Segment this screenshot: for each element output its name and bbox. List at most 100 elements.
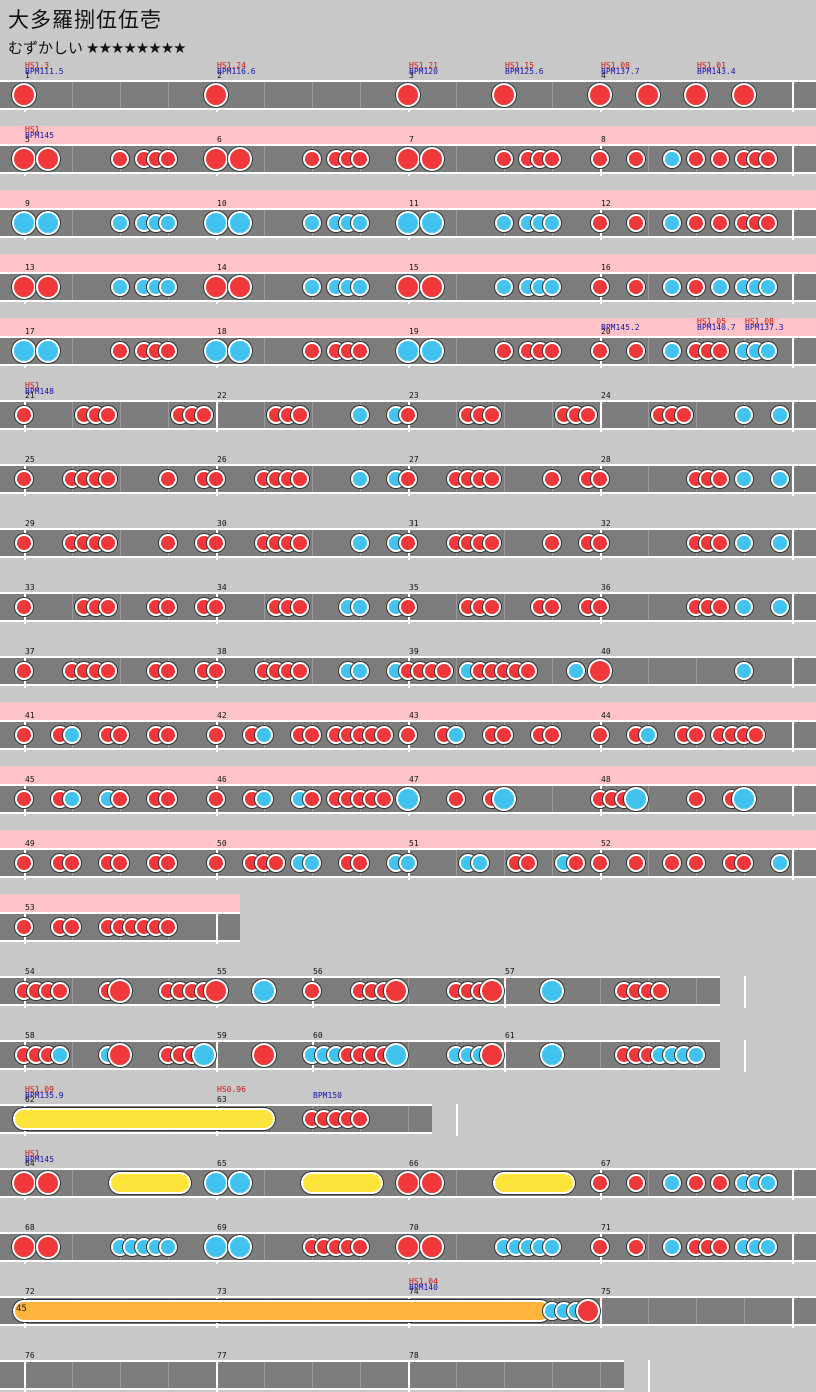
don-note: [591, 534, 609, 552]
ka-note: [159, 214, 177, 232]
measure-number: 9: [25, 199, 30, 208]
ka-note: [543, 278, 561, 296]
bar-line: [600, 1296, 602, 1328]
beat-line: [456, 210, 457, 236]
bar-line: [456, 1104, 458, 1136]
don-note: [399, 470, 417, 488]
don-note: [228, 275, 252, 299]
measure-number: 72: [25, 1287, 35, 1296]
ka-note: [303, 214, 321, 232]
bar-line: [216, 400, 218, 432]
ka-note: [447, 726, 465, 744]
don-note: [627, 854, 645, 872]
don-note: [576, 1299, 600, 1323]
don-note: [420, 275, 444, 299]
don-note: [396, 275, 420, 299]
don-note: [711, 470, 729, 488]
don-note: [291, 662, 309, 680]
don-note: [627, 1174, 645, 1192]
balloon-count: 45: [16, 1304, 27, 1314]
don-note: [591, 342, 609, 360]
don-note: [303, 982, 321, 1000]
beat-line: [696, 658, 697, 684]
ka-note: [735, 534, 753, 552]
ka-note: [63, 790, 81, 808]
don-note: [159, 790, 177, 808]
beat-line: [72, 338, 73, 364]
measure-number: 70: [409, 1223, 419, 1232]
drumroll-note: [493, 1172, 575, 1194]
ka-note: [351, 470, 369, 488]
ka-note: [540, 1043, 564, 1067]
don-note: [711, 342, 729, 360]
gogo-band: [0, 830, 816, 848]
measure-number: 61: [505, 1031, 515, 1040]
don-note: [627, 150, 645, 168]
bar-line: [792, 1232, 794, 1264]
beat-line: [72, 978, 73, 1004]
beat-line: [504, 466, 505, 492]
don-note: [15, 854, 33, 872]
bar-line: [792, 272, 794, 304]
beat-line: [264, 82, 265, 108]
ka-note: [12, 339, 36, 363]
beat-line: [120, 402, 121, 428]
don-note: [495, 342, 513, 360]
beat-line: [552, 402, 553, 428]
beat-line: [648, 530, 649, 556]
don-note: [111, 342, 129, 360]
speed-change: HS1.24: [217, 61, 246, 70]
bpm-change: BPM150: [313, 1091, 342, 1100]
gogo-band: [0, 254, 816, 272]
measure-number: 41: [25, 711, 35, 720]
don-note: [495, 150, 513, 168]
don-note: [732, 83, 756, 107]
measure-number: 63: [217, 1095, 227, 1104]
measure-number: 57: [505, 967, 515, 976]
gogo-band: [0, 894, 240, 912]
speed-change: HS1.15: [505, 61, 534, 70]
don-note: [483, 406, 501, 424]
beat-line: [648, 210, 649, 236]
ka-note: [540, 979, 564, 1003]
ka-note: [396, 211, 420, 235]
don-note: [207, 470, 225, 488]
measure-number: 11: [409, 199, 419, 208]
don-note: [159, 470, 177, 488]
don-note: [207, 598, 225, 616]
beat-line: [168, 402, 169, 428]
don-note: [207, 854, 225, 872]
don-note: [579, 406, 597, 424]
beat-line: [72, 1042, 73, 1068]
don-note: [384, 979, 408, 1003]
don-note: [711, 1174, 729, 1192]
don-note: [627, 1238, 645, 1256]
don-note: [711, 1238, 729, 1256]
ka-note: [711, 278, 729, 296]
don-note: [291, 406, 309, 424]
ka-note: [303, 278, 321, 296]
bpm-change: BPM140: [409, 1283, 438, 1292]
beat-line: [456, 1170, 457, 1196]
don-note: [687, 150, 705, 168]
don-note: [204, 275, 228, 299]
measure-number: 67: [601, 1159, 611, 1168]
bpm-change: BPM140.7: [697, 323, 736, 332]
measure-number: 10: [217, 199, 227, 208]
don-note: [588, 659, 612, 683]
ka-note: [735, 406, 753, 424]
beat-line: [264, 1362, 265, 1388]
beat-line: [72, 402, 73, 428]
ka-note: [396, 339, 420, 363]
ka-note: [351, 534, 369, 552]
don-note: [207, 534, 225, 552]
beat-line: [408, 1042, 409, 1068]
don-note: [480, 979, 504, 1003]
measure-number: 25: [25, 455, 35, 464]
ka-note: [303, 854, 321, 872]
measure-number: 32: [601, 519, 611, 528]
beat-line: [312, 82, 313, 108]
bar-line: [792, 592, 794, 624]
beat-line: [264, 402, 265, 428]
don-note: [15, 918, 33, 936]
